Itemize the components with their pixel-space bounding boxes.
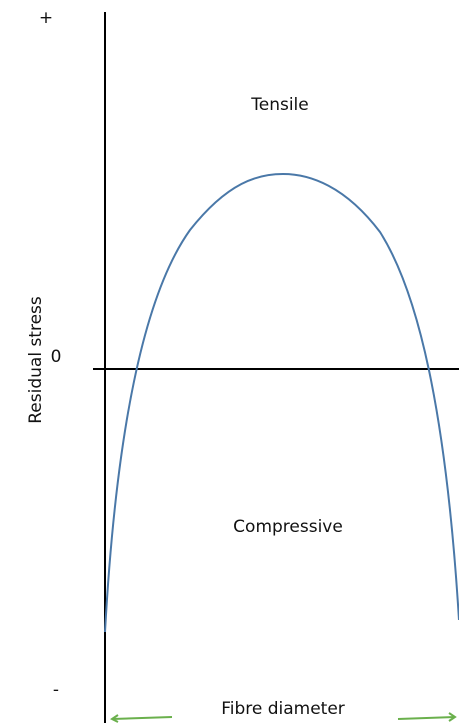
- plus-label: +: [39, 8, 53, 28]
- stress-curve: [104, 172, 459, 633]
- x-axis-label: Fibre diameter: [221, 699, 345, 719]
- minus-label: -: [53, 680, 59, 700]
- diameter-arrows: [110, 712, 457, 723]
- y-axis-label: Residual stress: [26, 296, 46, 424]
- tensile-label: Tensile: [250, 95, 309, 115]
- compressive-label: Compressive: [233, 517, 343, 537]
- zero-label: 0: [51, 347, 62, 367]
